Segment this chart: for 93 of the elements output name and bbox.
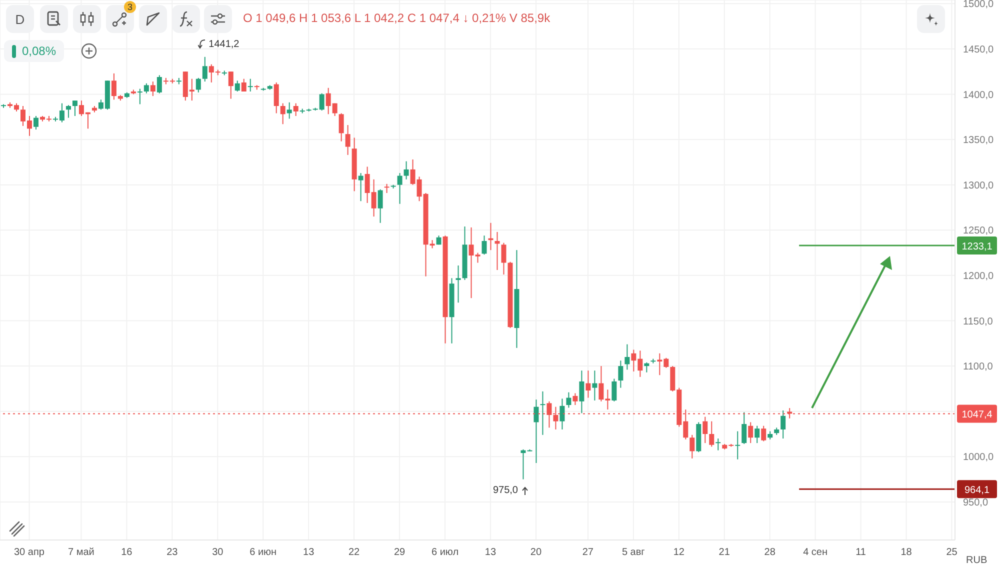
candlestick [404,160,409,180]
y-tick-label: 1300,0 [963,180,994,192]
candlestick [612,378,617,402]
candlestick [709,420,714,448]
x-tick-label: 16 [121,547,133,558]
x-tick-label: 30 апр [14,547,45,558]
candlestick [735,430,740,460]
candlestick [274,82,279,114]
candlestick [592,370,598,401]
candlestick [33,115,38,130]
candlestick [384,183,390,194]
annotation: 1441,2 [208,38,240,50]
x-tick-label: 13 [484,547,496,558]
annotation: O 1 049,6 H 1 053,6 L 1 042,2 C 1 047,4 ↓ 0,21% V 85,9k [243,11,550,25]
x-tick-label: 20 [530,547,542,558]
candlestick [137,88,142,105]
candlestick [293,102,298,116]
candlestick [572,392,578,406]
candlestick [579,370,584,414]
candlestick [742,412,747,444]
candlestick [358,172,364,202]
candlestick [144,82,149,94]
text: RUB [966,555,988,566]
candlestick [560,398,565,430]
candlestick [761,425,766,442]
candlestick [196,77,201,93]
x-tick-label: 21 [718,547,730,558]
candlestick [624,344,630,370]
annotation: 975,0 [492,485,518,496]
candlestick [501,242,506,276]
x-tick-label: 27 [582,547,594,558]
y-tick-label: 1250,0 [963,226,994,237]
ref-line-label: 1233,1 [962,241,993,252]
annotation: 3 [124,1,136,13]
y-tick-label: 1200,0 [963,270,994,282]
x-tick-label: 13 [303,547,315,558]
candlestick [494,231,500,270]
candlestick [716,438,721,451]
candlestick [338,112,344,142]
x-tick-label: 5 авг [622,547,646,558]
candlestick [156,74,162,94]
x-tick-label: 18 [900,547,912,558]
y-tick-label: 1400,0 [963,90,994,101]
button: D [6,5,34,33]
candlestick [202,56,208,82]
y-tick-label: 1000,0 [963,452,994,464]
candlestick [234,80,240,92]
candlestick [248,78,253,92]
candlestick [540,390,546,436]
candlestick [345,124,350,156]
ref-line-label: 964,1 [964,485,990,496]
x-tick-label: 6 июл [431,547,459,558]
candlestick [456,264,461,304]
x-tick-label: 11 [856,547,866,558]
candlestick [241,78,246,92]
candlestick [66,104,71,118]
ref-line-label: 1047,4 [962,410,993,421]
candlestick [690,434,695,459]
candlestick [482,235,487,256]
x-tick-label: 29 [394,547,406,558]
candlestick [150,81,156,97]
y-tick-label: 1450,0 [963,44,994,56]
x-tick-label: 12 [673,547,685,558]
candlestick [286,102,292,120]
candlestick [702,416,708,444]
candlestick [748,422,754,444]
y-tick-label: 1500,0 [963,0,994,10]
x-tick-label: 28 [764,547,776,558]
candlestick [566,392,572,408]
y-tick-label: 1350,0 [963,135,994,146]
y-tick-label: 950,0 [963,497,988,508]
y-tick-label: 1150,0 [963,316,994,328]
candlestick [378,188,383,224]
x-tick-label: 25 [946,547,958,558]
candlestick [644,362,650,373]
candlestick [618,360,624,388]
candlestick [111,72,116,100]
x-tick-label: 6 июн [250,547,277,558]
x-tick-label: 22 [348,547,360,558]
x-tick-label: 7 май [68,547,94,558]
x-tick-label: 4 сен [803,547,828,558]
candlestick [397,172,402,204]
candlestick [780,410,786,440]
candlestick [228,71,234,100]
y-tick-label: 1100,0 [963,362,994,373]
chip: 0,08% [4,40,64,62]
candlestick [280,102,286,125]
x-tick-label: 30 [212,547,224,558]
candlestick [754,425,760,444]
candlestick [72,100,78,116]
candlestick [534,399,539,464]
candlestick [586,370,591,398]
x-tick-label: 23 [166,547,178,558]
